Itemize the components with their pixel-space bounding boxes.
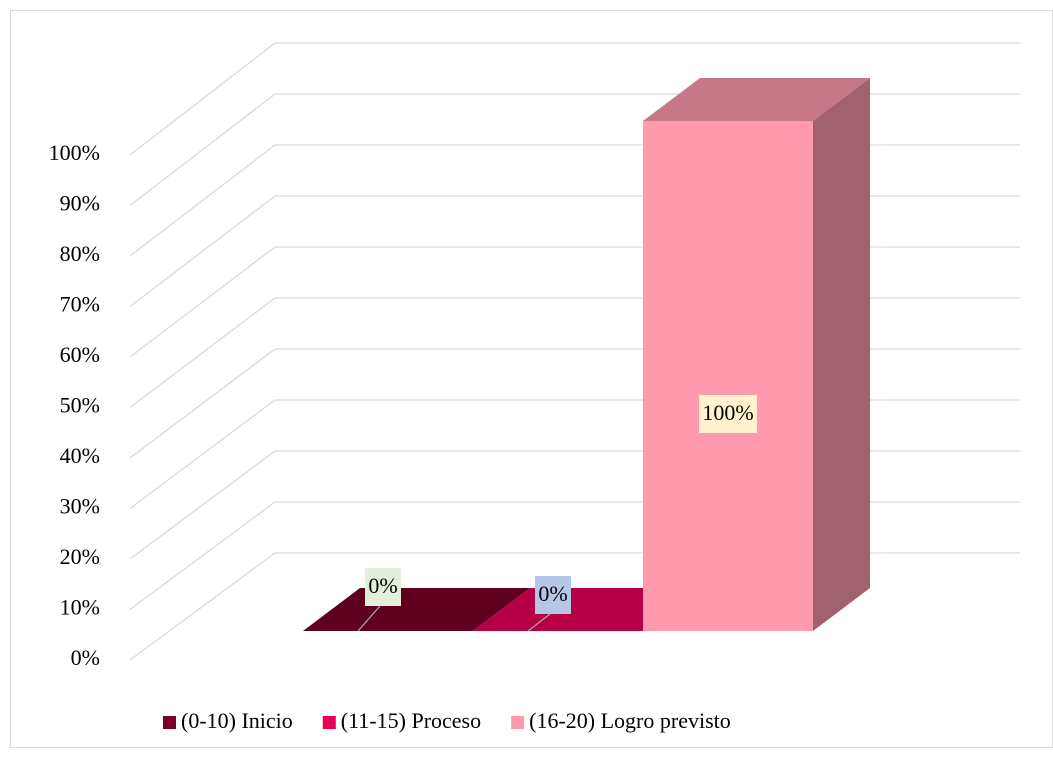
grid-line-side (129, 144, 276, 257)
grid-line-side (129, 552, 276, 661)
grid-line-side (129, 93, 276, 207)
y-tick-label: 100% (49, 140, 100, 165)
y-tick-label: 30% (60, 494, 100, 519)
grid-line-side (129, 246, 276, 358)
data-label: 100% (702, 400, 753, 425)
legend-label: (0-10) Inicio (181, 708, 293, 733)
data-label-box (365, 568, 401, 606)
leader-line (357, 605, 381, 632)
legend-label: (16-20) Logro previsto (529, 708, 731, 733)
y-tick-label: 50% (60, 393, 100, 418)
data-label-box (535, 576, 571, 614)
leader-line (527, 613, 551, 632)
legend-swatch (163, 716, 176, 729)
bar (643, 121, 813, 631)
legend-swatch (511, 716, 525, 729)
y-tick-label: 90% (60, 191, 100, 216)
data-label: 0% (538, 581, 567, 606)
grid-line-side (129, 297, 276, 409)
grid-line-side (129, 501, 276, 611)
y-tick-label: 70% (60, 292, 100, 317)
grid-line-side (129, 348, 276, 459)
grid-line-side (129, 399, 276, 510)
y-tick-label: 0% (71, 645, 100, 670)
legend-label: (11-15) Proceso (341, 708, 481, 733)
data-label: 0% (368, 573, 397, 598)
y-tick-label: 60% (60, 342, 100, 367)
grid-line-side (129, 195, 276, 308)
y-tick-label: 80% (60, 241, 100, 266)
bar-side (813, 78, 870, 631)
y-tick-label: 20% (60, 544, 100, 569)
bar-top (643, 78, 870, 121)
legend-swatch (322, 716, 336, 729)
y-tick-label: 10% (60, 595, 100, 620)
grid-line-side (129, 42, 276, 156)
y-tick-label: 40% (60, 443, 100, 468)
data-label-box (699, 395, 757, 433)
grid-line-side (129, 450, 276, 560)
bar-top (303, 588, 530, 631)
